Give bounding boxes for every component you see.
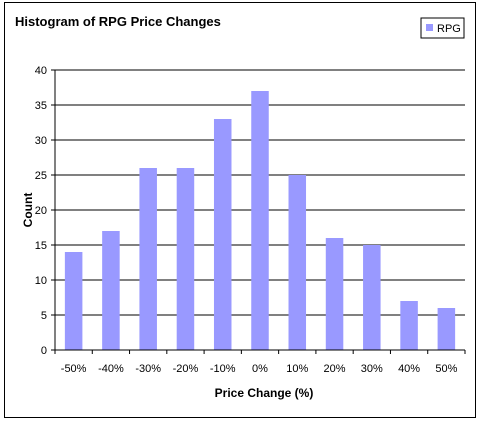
y-tick-labels: 0 5 10 15 20 25 30 35 40 xyxy=(35,65,47,357)
y-tick-label: 35 xyxy=(35,100,47,112)
x-tick-labels: -50% -40% -30% -20% -10% 0% 10% 20% 30% 40% 50% xyxy=(61,363,458,375)
bar-neg30pct xyxy=(139,168,157,350)
x-tick-label: -40% xyxy=(98,363,124,375)
bar-20pct xyxy=(325,238,344,350)
x-tick-label: -20% xyxy=(173,363,199,375)
x-tick-label: -10% xyxy=(210,363,236,375)
legend-label-rpg: RPG xyxy=(437,23,461,35)
x-tick-label: 30% xyxy=(361,363,383,375)
x-tick-label: -50% xyxy=(61,363,87,375)
bar-0pct xyxy=(251,91,269,350)
y-tick-label: 25 xyxy=(35,170,47,182)
x-axis-title: Price Change (%) xyxy=(215,386,314,400)
x-tick-label: 20% xyxy=(324,363,346,375)
bar-neg50pct xyxy=(64,252,83,350)
bar-40pct xyxy=(400,301,418,350)
y-tick-label: 10 xyxy=(35,275,47,287)
axes xyxy=(51,69,466,354)
legend-box xyxy=(420,17,465,39)
x-tick-label: -30% xyxy=(135,363,161,375)
bar-neg40pct xyxy=(102,231,120,350)
x-tick-label: 50% xyxy=(435,363,457,375)
legend: RPG xyxy=(420,17,465,39)
y-tick-label: 30 xyxy=(35,135,47,147)
bar-30pct xyxy=(363,245,381,350)
legend-swatch-rpg xyxy=(426,24,433,31)
x-tick-label: 40% xyxy=(398,363,420,375)
bar-neg10pct xyxy=(213,119,232,350)
bar-10pct xyxy=(288,175,307,350)
bars xyxy=(64,91,456,350)
bar-neg20pct xyxy=(176,168,195,350)
y-tick-label: 20 xyxy=(35,205,47,217)
y-tick-label: 5 xyxy=(41,310,47,322)
y-axis-title: Count xyxy=(21,193,35,228)
y-tick-label: 15 xyxy=(35,240,47,252)
x-tick-label: 0% xyxy=(252,363,268,375)
x-tick-label: 10% xyxy=(286,363,308,375)
chart-title: Histogram of RPG Price Changes xyxy=(15,14,221,29)
y-tick-label: 0 xyxy=(41,345,47,357)
y-tick-label: 40 xyxy=(35,65,47,77)
bar-50pct xyxy=(437,308,456,350)
